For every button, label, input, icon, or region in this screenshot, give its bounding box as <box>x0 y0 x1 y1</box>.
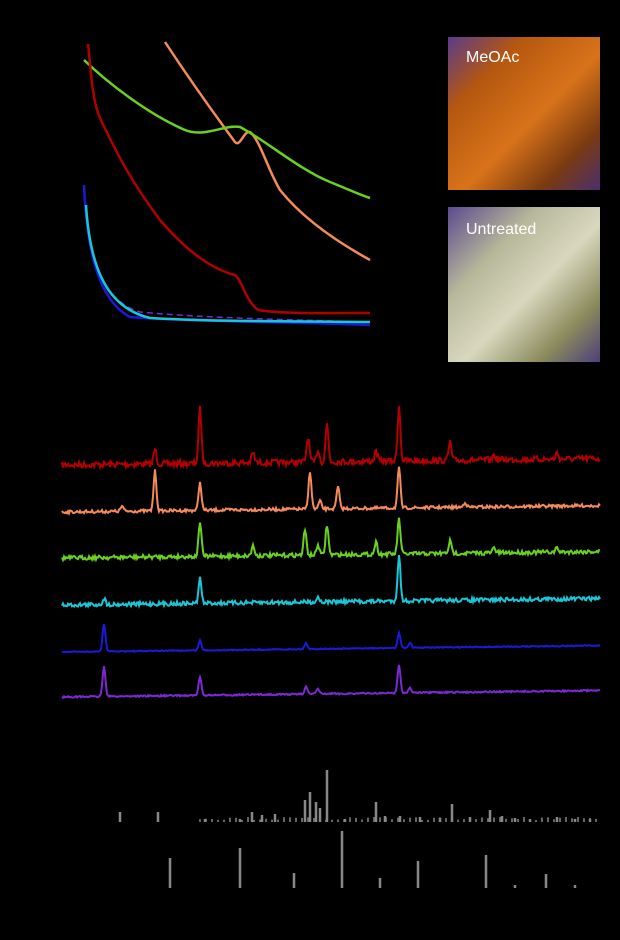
spectra <box>82 41 371 327</box>
photo <box>448 37 600 190</box>
curve-green <box>83 59 371 200</box>
reference-patterns <box>118 770 597 888</box>
trace <box>61 623 601 654</box>
curve-darkred <box>86 43 371 315</box>
trace <box>61 554 601 609</box>
trace <box>61 664 601 700</box>
photo-label: MeOAc <box>466 49 519 66</box>
trace <box>61 405 601 471</box>
photo-untreated: Untreated <box>448 207 600 362</box>
photo <box>448 207 600 362</box>
photo-treated: MeOAc <box>448 37 600 190</box>
photo-label: Untreated <box>466 221 536 238</box>
curve-cyan <box>84 204 371 324</box>
diffraction-patterns <box>61 405 601 700</box>
trace <box>61 466 601 517</box>
trace <box>61 517 601 563</box>
